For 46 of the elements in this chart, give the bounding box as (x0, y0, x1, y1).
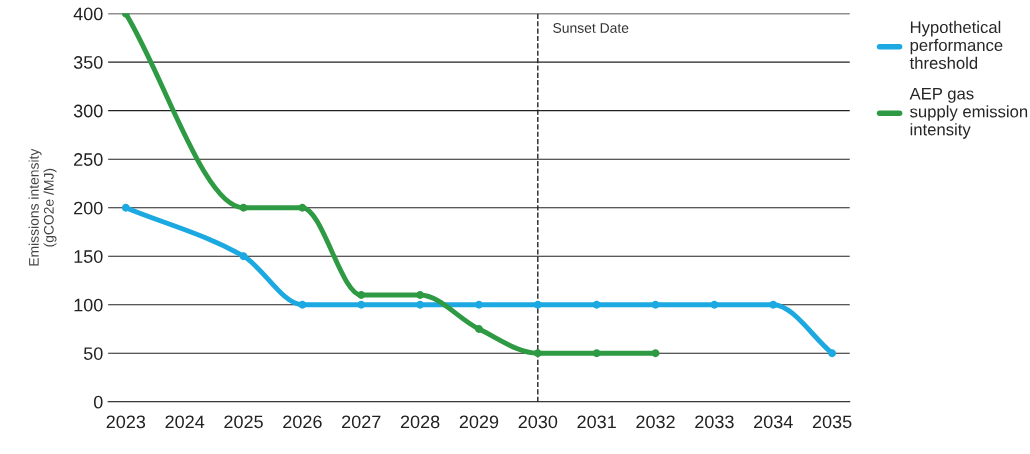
y-tick-label: 50 (83, 347, 103, 360)
ref-line-label: Sunset Date (553, 23, 629, 33)
y-tick-label: 300 (73, 104, 103, 118)
point (592, 349, 601, 358)
y-tick-label: 100 (74, 298, 103, 312)
y-tick-label: 250 (74, 153, 103, 166)
x-tick-label: 2024 (165, 415, 205, 429)
x-tick-label: 2028 (400, 415, 440, 429)
y-axis-title: Emissions intensity (gCO2e /MJ) (28, 148, 57, 266)
x-tick-label: 2025 (224, 415, 263, 429)
x-tick-label: 2027 (342, 415, 381, 429)
x-tick-label: 2030 (518, 415, 558, 429)
point (710, 300, 719, 309)
x-tick-label: 2034 (754, 415, 793, 429)
point (651, 300, 660, 309)
point (533, 300, 542, 309)
point (298, 300, 307, 309)
y-tick-label: 350 (73, 56, 103, 69)
point (239, 203, 248, 212)
point (769, 300, 778, 309)
point (239, 252, 248, 261)
point (357, 291, 366, 299)
x-tick-label: 2029 (459, 415, 499, 429)
point (474, 300, 483, 309)
x-tick-label: 2023 (106, 415, 146, 429)
point (592, 300, 601, 309)
y-tick-label: 200 (74, 201, 103, 215)
x-tick-label: 2033 (695, 415, 734, 429)
point (298, 203, 307, 212)
y-tick-label: 400 (73, 7, 103, 21)
point (416, 300, 425, 309)
x-tick-label: 2026 (283, 415, 322, 429)
x-tick-label: 2032 (636, 415, 675, 429)
x-tick-label: 2035 (812, 415, 852, 429)
point (121, 203, 130, 212)
y-tick-label: 150 (74, 250, 103, 263)
point (357, 300, 366, 309)
y-tick-label: 0 (93, 395, 103, 409)
legend-label: AEP gas supply emission intensity (909, 87, 1028, 139)
point (416, 291, 425, 299)
point (828, 349, 837, 358)
x-tick-label: 2031 (577, 415, 616, 429)
point (533, 349, 542, 358)
legend-label: Hypothetical performance threshold (909, 20, 1003, 69)
point (651, 349, 660, 358)
point (474, 325, 483, 333)
